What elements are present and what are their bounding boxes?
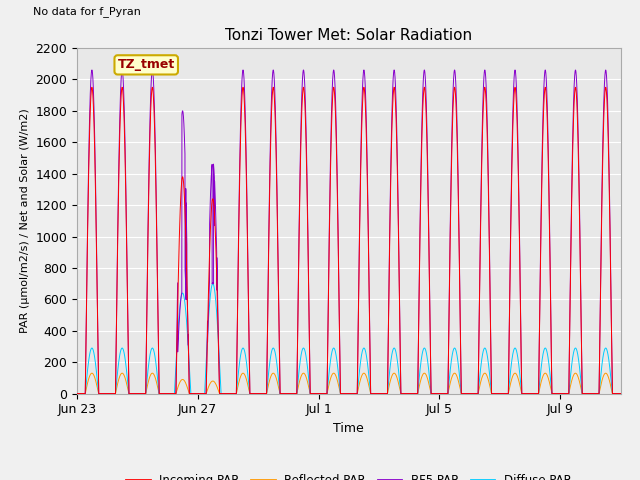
Legend: Incoming PAR, Reflected PAR, BF5 PAR, Diffuse PAR: Incoming PAR, Reflected PAR, BF5 PAR, Di…: [121, 469, 577, 480]
Title: Tonzi Tower Met: Solar Radiation: Tonzi Tower Met: Solar Radiation: [225, 28, 472, 43]
Y-axis label: PAR (μmol/m2/s) / Net and Solar (W/m2): PAR (μmol/m2/s) / Net and Solar (W/m2): [20, 108, 29, 333]
Text: TZ_tmet: TZ_tmet: [118, 59, 175, 72]
X-axis label: Time: Time: [333, 422, 364, 435]
Text: No data for f_Pyran: No data for f_Pyran: [33, 6, 141, 17]
